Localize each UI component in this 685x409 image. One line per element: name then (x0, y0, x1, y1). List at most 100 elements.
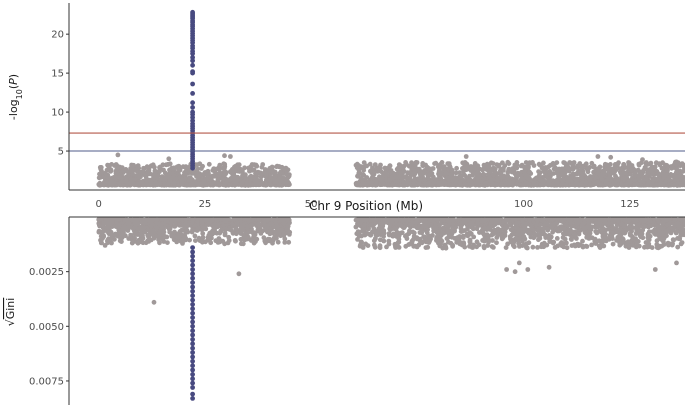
top-data-point (286, 172, 292, 178)
top-data-point (222, 182, 228, 188)
bottom-data-point (209, 217, 215, 223)
bottom-data-point (159, 217, 165, 222)
top-data-point (103, 170, 108, 176)
top-data-point (580, 171, 586, 177)
top-data-point (403, 175, 409, 181)
top-data-point (409, 160, 414, 166)
top-data-point (167, 161, 173, 167)
top-data-point (613, 182, 618, 188)
top-data-point (98, 165, 104, 170)
top-data-point (531, 182, 536, 188)
top-data-point (412, 168, 418, 174)
bottom-data-point (237, 217, 243, 223)
top-locus-point (190, 91, 196, 96)
top-data-point (522, 168, 527, 174)
top-data-point (243, 172, 248, 178)
top-data-point (280, 166, 286, 171)
top-data-point (357, 182, 362, 188)
top-data-point (239, 180, 245, 185)
top-data-point (570, 171, 576, 177)
top-data-point (128, 177, 134, 182)
bottom-data-point (265, 217, 271, 222)
top-data-point (632, 170, 638, 176)
top-data-point (512, 162, 518, 168)
bottom-data-point (190, 218, 195, 224)
top-data-point (372, 162, 378, 168)
top-data-point (498, 174, 503, 180)
bottom-data-point (159, 236, 165, 242)
top-data-point (498, 182, 504, 188)
top-data-point (496, 163, 502, 169)
top-data-point (563, 182, 569, 188)
top-data-point (200, 181, 206, 187)
bottom-data-point (125, 227, 130, 233)
top-data-point (97, 171, 102, 177)
bottom-data-point (113, 232, 119, 237)
top-data-point (426, 175, 431, 181)
bottom-data-point (104, 229, 110, 235)
top-data-point (387, 169, 393, 174)
top-data-point (587, 165, 592, 170)
bottom-data-point (116, 217, 121, 222)
top-data-point (284, 179, 289, 185)
top-data-point (248, 177, 254, 183)
bottom-data-point (253, 236, 259, 242)
bottom-data-point (165, 240, 170, 246)
top-data-point (579, 175, 585, 181)
top-data-point (445, 161, 451, 167)
top-data-point (134, 173, 139, 178)
bottom-data-point (108, 221, 113, 227)
top-data-point (233, 180, 239, 186)
bottom-data-point (530, 244, 536, 250)
top-data-point (621, 162, 627, 167)
top-data-point (583, 179, 589, 185)
bottom-data-point (275, 239, 281, 245)
top-data-point (282, 176, 287, 181)
top-data-point (460, 166, 465, 171)
bottom-data-point (215, 240, 221, 245)
top-data-point (177, 167, 183, 173)
bottom-data-point (271, 224, 277, 230)
bottom-data-point (256, 222, 262, 227)
top-data-point (505, 173, 511, 179)
top-data-point (583, 161, 589, 167)
top-data-point (640, 157, 645, 163)
top-data-point (167, 167, 172, 173)
top-data-point (387, 178, 393, 184)
top-data-point (511, 177, 517, 182)
top-data-point (96, 175, 102, 181)
top-data-point (463, 154, 469, 159)
bottom-data-point (207, 231, 213, 237)
top-data-point (652, 166, 657, 172)
bottom-data-point (365, 243, 371, 249)
bottom-panel-points (96, 216, 685, 305)
top-data-point (171, 165, 177, 171)
bottom-data-point (105, 238, 110, 244)
bottom-data-point (265, 229, 270, 235)
top-data-point (416, 181, 422, 187)
top-data-point (253, 171, 258, 176)
top-data-point (431, 180, 437, 186)
bottom-data-point (172, 224, 178, 229)
bottom-data-point (137, 238, 142, 244)
bottom-data-point (220, 222, 226, 228)
top-data-point (268, 175, 274, 180)
bottom-data-point (141, 219, 146, 225)
top-data-point (592, 181, 597, 187)
top-data-point (568, 176, 574, 181)
top-data-point (152, 173, 158, 178)
top-data-point (130, 181, 136, 187)
top-data-point (400, 169, 406, 175)
top-data-point (641, 167, 646, 173)
top-data-point (130, 171, 136, 177)
top-data-point (601, 171, 607, 176)
top-data-point (112, 180, 117, 186)
bottom-data-point (248, 223, 253, 229)
bottom-data-point (610, 241, 616, 247)
top-data-point (520, 182, 525, 188)
top-data-point (210, 180, 216, 186)
top-data-point (391, 171, 397, 177)
top-panel-highlight-locus (190, 9, 196, 171)
bottom-data-point (130, 226, 136, 232)
top-data-point (660, 181, 666, 187)
